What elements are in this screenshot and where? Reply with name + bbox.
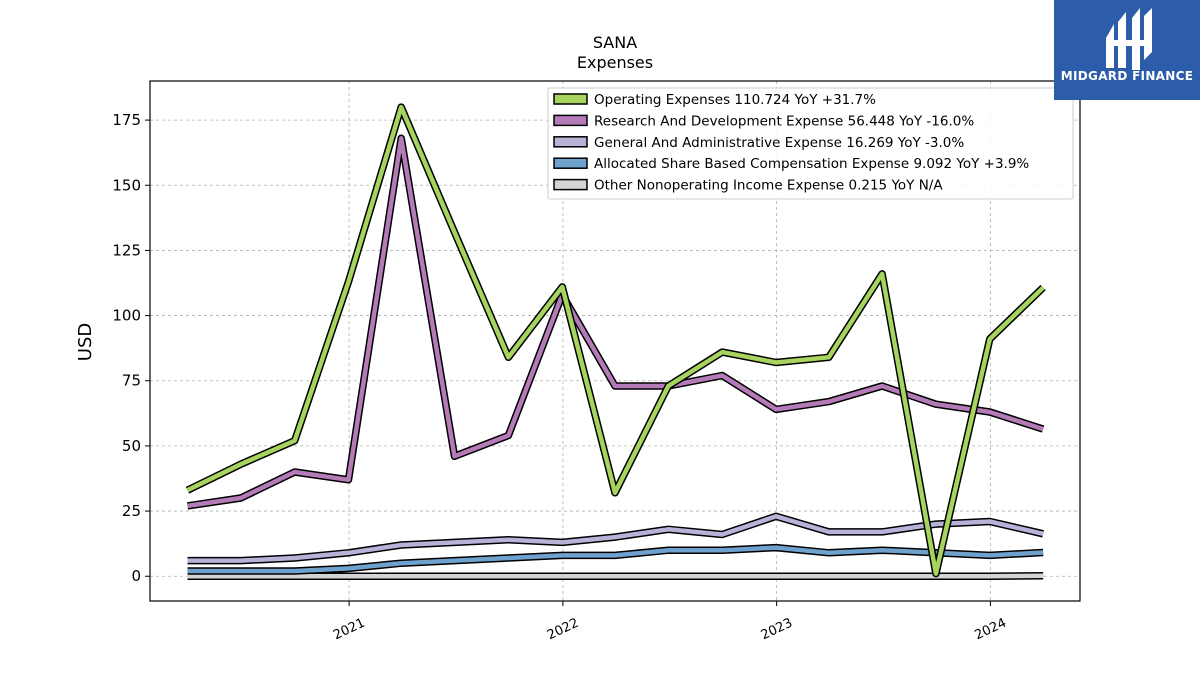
x-tick-label: 2024 [972,616,1008,644]
x-tick-label: 2022 [545,616,581,644]
chart-title: SANA [593,33,637,52]
legend-swatch [553,114,588,127]
y-tick-label: 125 [112,241,141,259]
y-tick-label: 100 [112,307,141,325]
series-line-other-nonoperating-income-expense [187,573,1044,579]
plot-frame [149,80,1081,602]
chart-subtitle: Expenses [577,53,653,72]
y-axis-label: USD [75,323,96,361]
x-tick-label: 2021 [331,616,367,644]
x-axis-ticks: 2021 2022 2023 2024 [331,601,1009,643]
y-tick-label: 25 [122,502,141,520]
series-line-allocated-share-based-compensation-expense [187,545,1044,574]
y-axis-ticks: 0 25 50 75 100 125 150 175 [112,111,150,585]
logo-text: MIDGARD FINANCE [1060,69,1194,83]
y-tick-label: 50 [122,437,141,455]
legend-swatch [553,93,588,105]
series-lines [185,103,1046,580]
y-tick-label: 150 [112,176,141,194]
y-tick-label: 175 [112,111,141,129]
legend-label: Allocated Share Based Compensation Expen… [594,156,1029,172]
series-line-general-and-administrative-expense [187,514,1044,563]
legend-label: Other Nonoperating Income Expense 0.215 … [594,178,943,194]
legend-swatch [553,136,588,148]
x-tick-label: 2023 [759,616,795,644]
legend-label: Research And Development Expense 56.448 … [594,113,974,129]
legend-box [547,87,1074,200]
legend: Operating Expenses 110.724 YoY +31.7% Res… [547,87,1074,200]
legend-label: General And Administrative Expense 16.26… [594,135,964,151]
legend-swatch [553,178,588,191]
legend-label: Operating Expenses 110.724 YoY +31.7% [594,92,876,108]
series-line-operating-expenses [186,104,1045,576]
logo-mark-icon [1106,8,1152,70]
logo: MIDGARD FINANCE [1054,0,1200,100]
y-tick-label: 0 [131,567,141,585]
legend-swatch [553,157,588,169]
y-tick-label: 75 [122,372,141,390]
